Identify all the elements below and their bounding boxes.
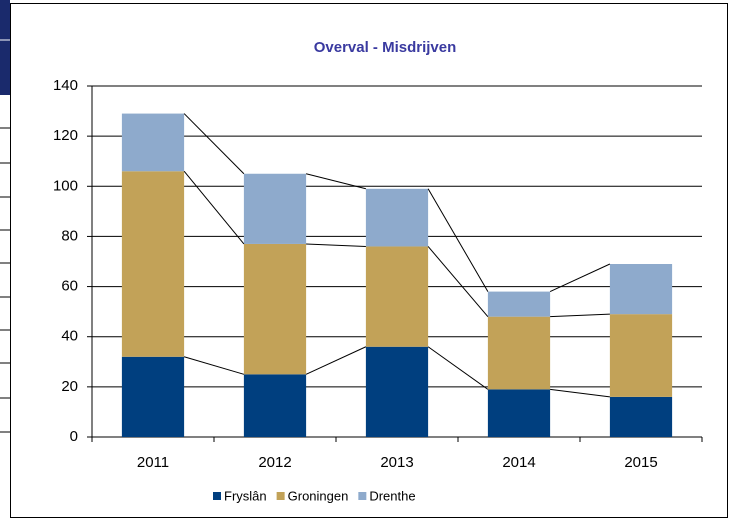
bar-segment xyxy=(487,291,551,317)
y-tick-label: 140 xyxy=(53,77,78,94)
side-rules xyxy=(0,127,10,433)
y-tick-label: 120 xyxy=(53,127,78,144)
bar-segment xyxy=(243,173,307,244)
series-line xyxy=(550,388,610,398)
y-tick-label: 20 xyxy=(61,378,78,395)
y-tick-label: 0 xyxy=(70,428,78,445)
bar-segment xyxy=(365,346,429,437)
chart-title: Overval - Misdrijven xyxy=(314,39,457,56)
y-tick-label: 60 xyxy=(61,278,78,295)
bar-segment xyxy=(121,356,185,437)
series-line xyxy=(549,263,611,293)
series-line xyxy=(183,113,245,175)
bar-segment xyxy=(121,171,185,357)
bar-segment xyxy=(609,396,673,437)
y-tick-label: 80 xyxy=(61,227,78,244)
bar-segment xyxy=(609,264,673,315)
series-line xyxy=(183,356,245,375)
side-panel xyxy=(0,0,10,95)
bar-segment xyxy=(609,314,673,397)
series-line xyxy=(427,346,489,390)
bar-segment xyxy=(243,243,307,375)
legend-label: Drenthe xyxy=(369,488,415,503)
x-tick-label: 2012 xyxy=(258,454,291,471)
series-line xyxy=(183,170,245,245)
bar-segment xyxy=(365,246,429,347)
x-tick-label: 2015 xyxy=(624,454,657,471)
bar-segment xyxy=(487,316,551,390)
bar-segment xyxy=(243,374,307,437)
series-line xyxy=(305,346,367,375)
x-tick-label: 2011 xyxy=(137,454,169,471)
series-line xyxy=(427,188,489,292)
series-line xyxy=(550,313,610,318)
series-line xyxy=(427,246,489,317)
series-line xyxy=(305,173,367,190)
y-tick-label: 100 xyxy=(53,177,78,194)
x-tick-label: 2013 xyxy=(380,454,413,471)
legend-label: Groningen xyxy=(288,488,349,503)
legend-label: Fryslân xyxy=(224,488,267,503)
x-tick-label: 2014 xyxy=(502,454,535,471)
series-line xyxy=(306,243,366,247)
y-tick-label: 40 xyxy=(61,328,78,345)
legend-swatch xyxy=(358,492,367,500)
legend-swatch xyxy=(276,492,285,500)
legend-swatch xyxy=(213,492,221,500)
bar-segment xyxy=(487,389,551,437)
bar-segment xyxy=(365,188,429,247)
bar-segment xyxy=(121,113,185,172)
